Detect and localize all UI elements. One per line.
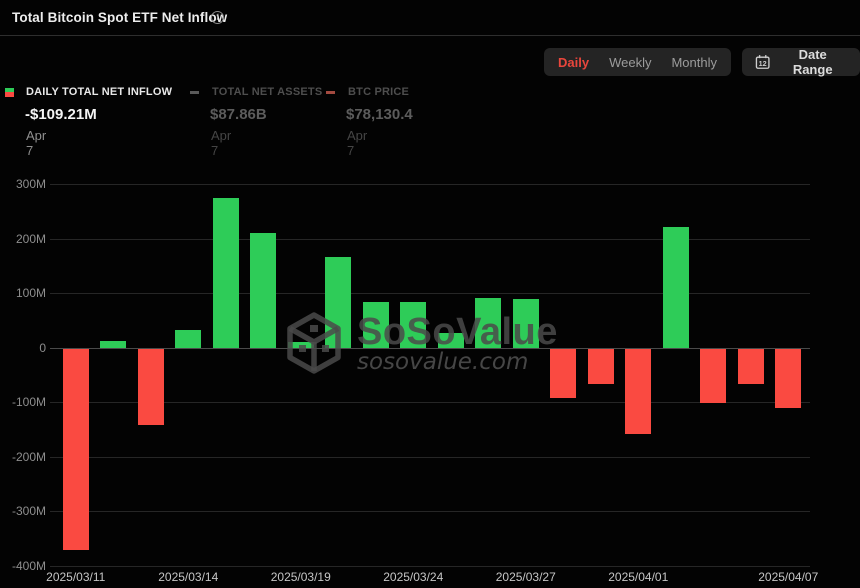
legend-value: $87.86B	[210, 106, 267, 123]
y-axis-label: -400M	[11, 559, 46, 573]
x-axis-label: 2025/03/24	[383, 570, 444, 584]
zero-axis-line	[50, 347, 810, 349]
y-axis-label: -200M	[11, 449, 46, 464]
chart-bar[interactable]	[362, 302, 389, 348]
chart-bar[interactable]	[212, 198, 239, 348]
info-icon[interactable]: i	[211, 11, 224, 24]
gridline	[50, 184, 810, 185]
gridline	[50, 566, 810, 567]
legend-value: -$109.21M	[25, 106, 97, 123]
tab-weekly[interactable]: Weekly	[599, 48, 661, 76]
gridline	[50, 238, 810, 240]
chart-bar[interactable]	[325, 257, 352, 348]
legend-value: $78,130.4	[346, 106, 413, 123]
chart-bar[interactable]	[587, 348, 614, 385]
chart-bar[interactable]	[662, 226, 689, 348]
y-axis-label: 100M	[15, 286, 46, 301]
page-title: Total Bitcoin Spot ETF Net Inflow	[12, 10, 228, 25]
chart-bar[interactable]	[175, 329, 202, 348]
net-assets-dash-icon	[190, 91, 199, 94]
legend-label: BTC PRICE	[348, 86, 410, 98]
chart-bar[interactable]	[62, 348, 89, 550]
x-axis-label: 2025/04/01	[608, 570, 669, 584]
period-tabs: Daily Weekly Monthly	[544, 48, 731, 76]
y-axis-label: -300M	[11, 504, 46, 519]
y-axis-label: 200M	[15, 231, 46, 246]
legend-label: DAILY TOTAL NET INFLOW	[26, 86, 173, 98]
x-axis-label: 2025/03/27	[495, 570, 556, 584]
marker-green-half	[5, 87, 14, 93]
x-axis-label: 2025/03/11	[46, 570, 106, 584]
x-axis-label: 2025/03/14	[158, 570, 219, 584]
chart-bar[interactable]	[400, 301, 427, 348]
chart-bar[interactable]	[100, 340, 127, 348]
legend-date: Apr 7	[211, 128, 232, 158]
y-axis-label: 300M	[15, 177, 46, 191]
chart-bar[interactable]	[737, 348, 764, 385]
gridline	[50, 456, 810, 458]
gridline	[50, 511, 810, 513]
tab-monthly[interactable]: Monthly	[661, 48, 727, 76]
chart-bar[interactable]	[775, 348, 802, 409]
gridline	[50, 402, 810, 404]
tab-daily[interactable]: Daily	[548, 48, 599, 76]
chart-bar[interactable]	[512, 299, 539, 348]
chart-bar[interactable]	[625, 348, 652, 435]
btc-price-dash-icon	[326, 91, 335, 94]
legend-date: Apr 7	[26, 128, 47, 158]
chart-bar[interactable]	[137, 348, 164, 426]
marker-red-half	[5, 92, 14, 97]
inflow-series-marker-icon	[5, 87, 14, 97]
gridline	[50, 293, 810, 295]
chart-bar[interactable]	[437, 332, 464, 348]
date-range-label: Date Range	[792, 47, 833, 77]
chart-bar[interactable]	[475, 298, 502, 348]
legend-label: TOTAL NET ASSETS	[212, 86, 323, 98]
header-divider	[0, 35, 860, 36]
legend-date: Apr 7	[347, 128, 368, 158]
date-range-button[interactable]: 12 Date Range	[742, 47, 860, 77]
chart-bar[interactable]	[700, 348, 727, 404]
x-axis-label: 2025/03/19	[270, 570, 331, 584]
svg-text:12: 12	[759, 59, 767, 68]
calendar-icon: 12	[755, 55, 770, 69]
y-axis-label: 0	[39, 340, 46, 355]
x-axis-label: 2025/04/07	[758, 570, 819, 584]
chart-controls: Daily Weekly Monthly 12 Date Range	[544, 47, 860, 77]
chart-bar[interactable]	[550, 348, 577, 398]
y-axis-label: -100M	[11, 395, 46, 410]
chart-bar[interactable]	[250, 233, 277, 348]
